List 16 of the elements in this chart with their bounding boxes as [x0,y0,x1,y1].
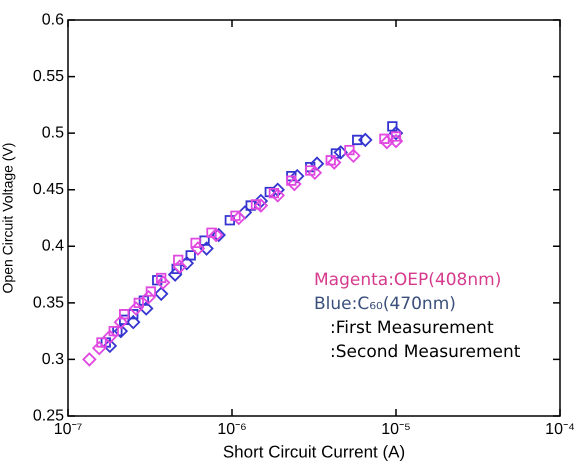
x-tick-label: 10⁻⁵ [381,421,411,438]
annotation: :First Measurement [329,317,495,340]
x-tick-label: 10⁻⁶ [217,421,247,438]
y-tick-label: 0.5 [42,124,64,142]
y-tick-label: 0.3 [42,350,64,368]
x-axis-title: Short Circuit Current (A) [222,442,406,462]
annotation: Magenta:OEP(408nm) [314,269,502,292]
y-tick-label: 0.55 [32,68,64,85]
x-tick-label: 10⁻⁴ [545,421,575,438]
y-tick-label: 0.35 [32,294,64,312]
y-tick-label: 0.6 [42,11,64,28]
y-axis-title: Open Circuit Voltage (V) [0,142,16,294]
annotation: Blue:C₆₀(470nm) [314,293,457,316]
y-tick-label: 0.4 [42,238,64,255]
y-tick-label: 0.45 [32,181,64,198]
annotation: :Second Measurement [329,341,520,364]
